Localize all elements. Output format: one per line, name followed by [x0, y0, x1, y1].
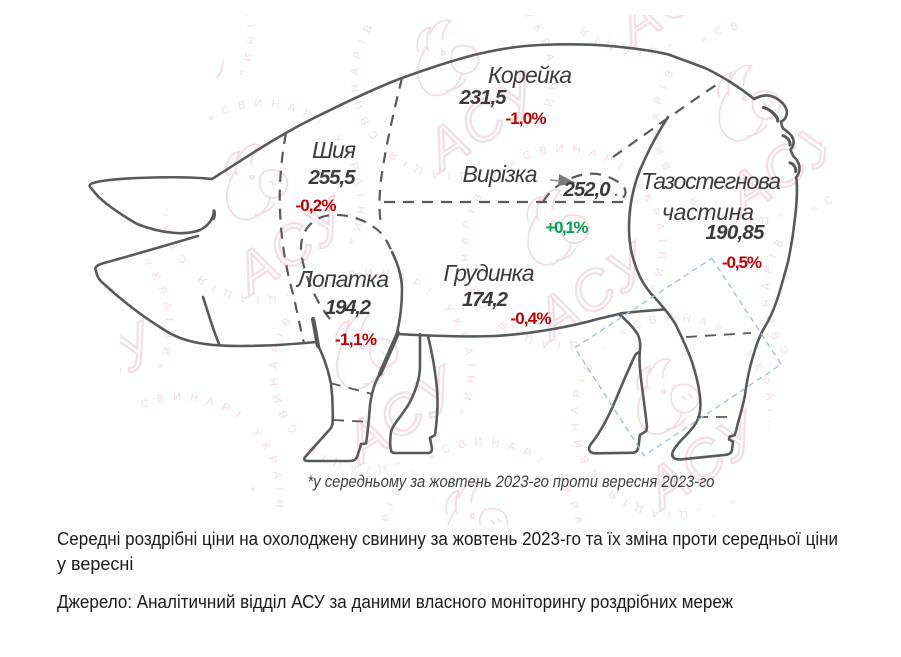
svg-text:194,2: 194,2 — [325, 296, 372, 319]
svg-text:Грудинка: Грудинка — [444, 260, 535, 286]
svg-text:-1,0%: -1,0% — [506, 109, 547, 128]
svg-text:Вирізка: Вирізка — [463, 161, 538, 187]
svg-text:Корейка: Корейка — [488, 62, 572, 88]
svg-text:у вересні: у вересні — [57, 554, 133, 574]
svg-text:255,5: 255,5 — [308, 166, 357, 189]
svg-text:174,2: 174,2 — [462, 288, 509, 311]
svg-text:+0,1%: +0,1% — [546, 218, 589, 237]
svg-text:-0,2%: -0,2% — [296, 196, 337, 215]
svg-text:-0,4%: -0,4% — [511, 309, 552, 328]
svg-text:Середні роздрібні ціни на охол: Середні роздрібні ціни на охолоджену сви… — [57, 529, 838, 549]
svg-text:Джерело: Аналітичний відділ АС: Джерело: Аналітичний відділ АСУ за даним… — [57, 592, 733, 612]
svg-text:Тазостегнова: Тазостегнова — [641, 168, 781, 194]
svg-text:*у середньому за жовтень 2023-: *у середньому за жовтень 2023-го проти в… — [308, 472, 715, 491]
svg-text:Шия: Шия — [312, 137, 356, 163]
svg-text:Лопатка: Лопатка — [295, 266, 389, 292]
svg-text:190,85: 190,85 — [706, 221, 766, 244]
svg-text:-0,5%: -0,5% — [722, 253, 762, 272]
svg-text:231,5: 231,5 — [459, 86, 508, 109]
svg-text:частина: частина — [662, 199, 754, 225]
svg-text:252,0: 252,0 — [563, 178, 612, 201]
svg-text:-1,1%: -1,1% — [335, 330, 377, 349]
